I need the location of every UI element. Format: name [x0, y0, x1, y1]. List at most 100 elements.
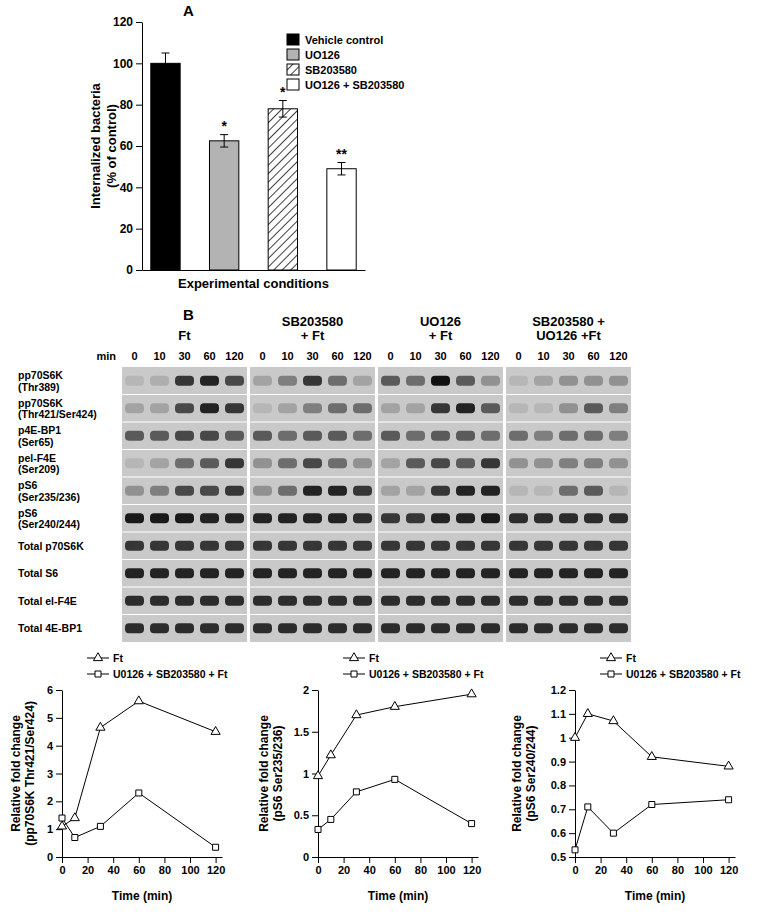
tick-label: 5 — [47, 712, 53, 724]
band — [381, 431, 400, 441]
band — [431, 376, 450, 386]
x-axis-title: Time (min) — [625, 889, 685, 903]
band — [559, 376, 578, 386]
legend: Vehicle controlUO126SB203580UO126 + SB20… — [287, 34, 404, 91]
band — [534, 568, 553, 578]
tick-mark — [575, 857, 576, 863]
error-bar-cap — [161, 53, 169, 54]
tick-mark — [136, 63, 142, 64]
y-axis: 0.50.60.70.80.911.11.2 — [551, 684, 576, 863]
error-bar-cap — [338, 174, 346, 175]
band — [559, 541, 578, 551]
band — [406, 596, 425, 606]
band — [481, 541, 500, 551]
legend-label: U0126 + SB203580 + Ft — [626, 668, 741, 680]
band — [559, 458, 578, 468]
tick-mark — [729, 857, 730, 863]
legend-label: UO126 — [305, 49, 340, 61]
band — [509, 486, 528, 496]
lane-label: 30 — [434, 350, 446, 362]
band — [150, 458, 169, 468]
band — [253, 596, 272, 606]
tick: 100 — [694, 857, 712, 876]
time-label: min — [96, 350, 116, 362]
band — [456, 596, 475, 606]
error-bar-stem — [165, 53, 166, 74]
tick: 60 — [389, 857, 401, 876]
plot-area — [570, 709, 733, 853]
tick-label: 120 — [720, 864, 738, 876]
lane-label: 60 — [331, 350, 343, 362]
band — [509, 596, 528, 606]
marker — [585, 804, 591, 810]
lane-label: 0 — [515, 350, 521, 362]
legend-label: U0126 + SB203580 + Ft — [369, 668, 484, 680]
marker — [96, 722, 105, 730]
row-label: Total p70S6K — [18, 540, 84, 552]
line — [575, 800, 729, 850]
lane-label: 10 — [537, 350, 549, 362]
tick-label: 80 — [415, 864, 427, 876]
row-label: Total S6 — [18, 567, 58, 579]
marker — [328, 816, 334, 822]
band — [431, 513, 450, 523]
band — [584, 486, 603, 496]
tick: 2 — [47, 795, 62, 807]
legend: FtU0126 + SB203580 + Ft — [87, 652, 228, 680]
band — [353, 458, 372, 468]
band — [125, 541, 144, 551]
axis-line — [143, 270, 366, 271]
error-bar-cap — [220, 134, 228, 135]
band — [381, 376, 400, 386]
band — [431, 568, 450, 578]
tick: 0 — [126, 263, 142, 277]
tick: 100 — [437, 857, 455, 876]
bar — [209, 141, 238, 270]
band — [303, 623, 322, 633]
tick-mark — [569, 690, 575, 691]
lane-label: 30 — [562, 350, 574, 362]
group-title: UO126 — [420, 314, 461, 329]
band — [225, 403, 244, 413]
tick: 0.5 — [551, 851, 575, 863]
band — [534, 513, 553, 523]
band — [278, 596, 297, 606]
band — [406, 623, 425, 633]
tick-label: 60 — [646, 864, 658, 876]
tick: 120 — [207, 857, 225, 876]
y-axis-title: Relative fold change — [510, 715, 524, 832]
error-bar — [338, 163, 346, 175]
legend-marker — [608, 671, 614, 677]
row-separator — [122, 421, 631, 422]
band — [175, 431, 194, 441]
legend-marker — [95, 671, 101, 677]
band — [609, 568, 628, 578]
band — [175, 486, 194, 496]
band — [381, 568, 400, 578]
tick-label: 0.9 — [551, 756, 566, 768]
tick-label: 2 — [47, 795, 53, 807]
tick-label: 3 — [47, 768, 53, 780]
figure: AB020406080100120****Internalized bacter… — [0, 0, 765, 923]
tick-mark — [136, 229, 142, 230]
band — [303, 486, 322, 496]
tick: 40 — [621, 857, 633, 876]
band — [200, 376, 219, 386]
band — [353, 403, 372, 413]
band — [456, 623, 475, 633]
marker — [315, 826, 321, 832]
band — [353, 431, 372, 441]
tick: 0.9 — [551, 756, 575, 768]
x-axis-title: Time (min) — [368, 889, 428, 903]
tick: 120 — [720, 857, 738, 876]
band — [481, 486, 500, 496]
tick: 5 — [47, 712, 62, 724]
tick-label: 1 — [47, 823, 53, 835]
band — [225, 596, 244, 606]
bar — [327, 169, 356, 270]
band — [509, 568, 528, 578]
row-label: (Thr421/Ser424) — [18, 408, 97, 420]
tick-mark — [136, 105, 142, 106]
band — [125, 458, 144, 468]
band — [278, 376, 297, 386]
